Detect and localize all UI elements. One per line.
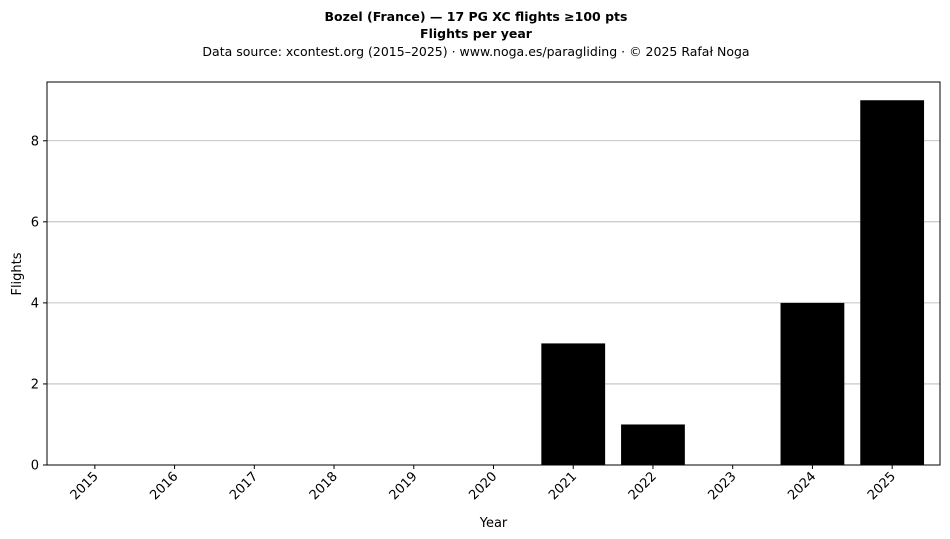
y-tick-label-4: 4 bbox=[31, 296, 39, 311]
x-tick-label-2017: 2017 bbox=[227, 469, 261, 503]
x-tick-label-2015: 2015 bbox=[68, 469, 102, 503]
x-axis-label: Year bbox=[479, 516, 508, 531]
x-tick-label-2021: 2021 bbox=[546, 469, 580, 503]
y-tick-label-0: 0 bbox=[31, 459, 39, 474]
x-tick-label-2018: 2018 bbox=[307, 469, 341, 503]
chart-title: Bozel (France) — 17 PG XC flights ≥100 p… bbox=[325, 9, 628, 24]
y-axis-ticks: 0 2 4 6 8 bbox=[31, 134, 47, 474]
x-tick-label-2016: 2016 bbox=[147, 469, 181, 503]
x-tick-label-2022: 2022 bbox=[626, 469, 660, 503]
x-tick-label-2019: 2019 bbox=[387, 469, 421, 503]
bars bbox=[541, 100, 925, 465]
y-tick-label-2: 2 bbox=[31, 377, 39, 392]
bar-2025 bbox=[860, 100, 925, 465]
y-tick-label-6: 6 bbox=[31, 215, 39, 230]
x-tick-label-2024: 2024 bbox=[785, 469, 819, 503]
x-axis-ticks: 2015 2016 2017 2018 2019 2020 2021 2022 2023 2024… bbox=[68, 465, 899, 503]
bar-2022 bbox=[621, 424, 685, 465]
x-tick-label-2025: 2025 bbox=[865, 469, 899, 503]
bar-2021 bbox=[541, 343, 606, 465]
x-tick-label-2020: 2020 bbox=[466, 469, 500, 503]
bar-2024 bbox=[780, 302, 845, 465]
chart-source-line: Data source: xcontest.org (2015–2025) · … bbox=[202, 44, 749, 59]
y-axis-label: Flights bbox=[10, 252, 25, 295]
x-tick-label-2023: 2023 bbox=[706, 469, 740, 503]
chart-subtitle: Flights per year bbox=[420, 26, 533, 41]
y-tick-label-8: 8 bbox=[31, 134, 39, 149]
